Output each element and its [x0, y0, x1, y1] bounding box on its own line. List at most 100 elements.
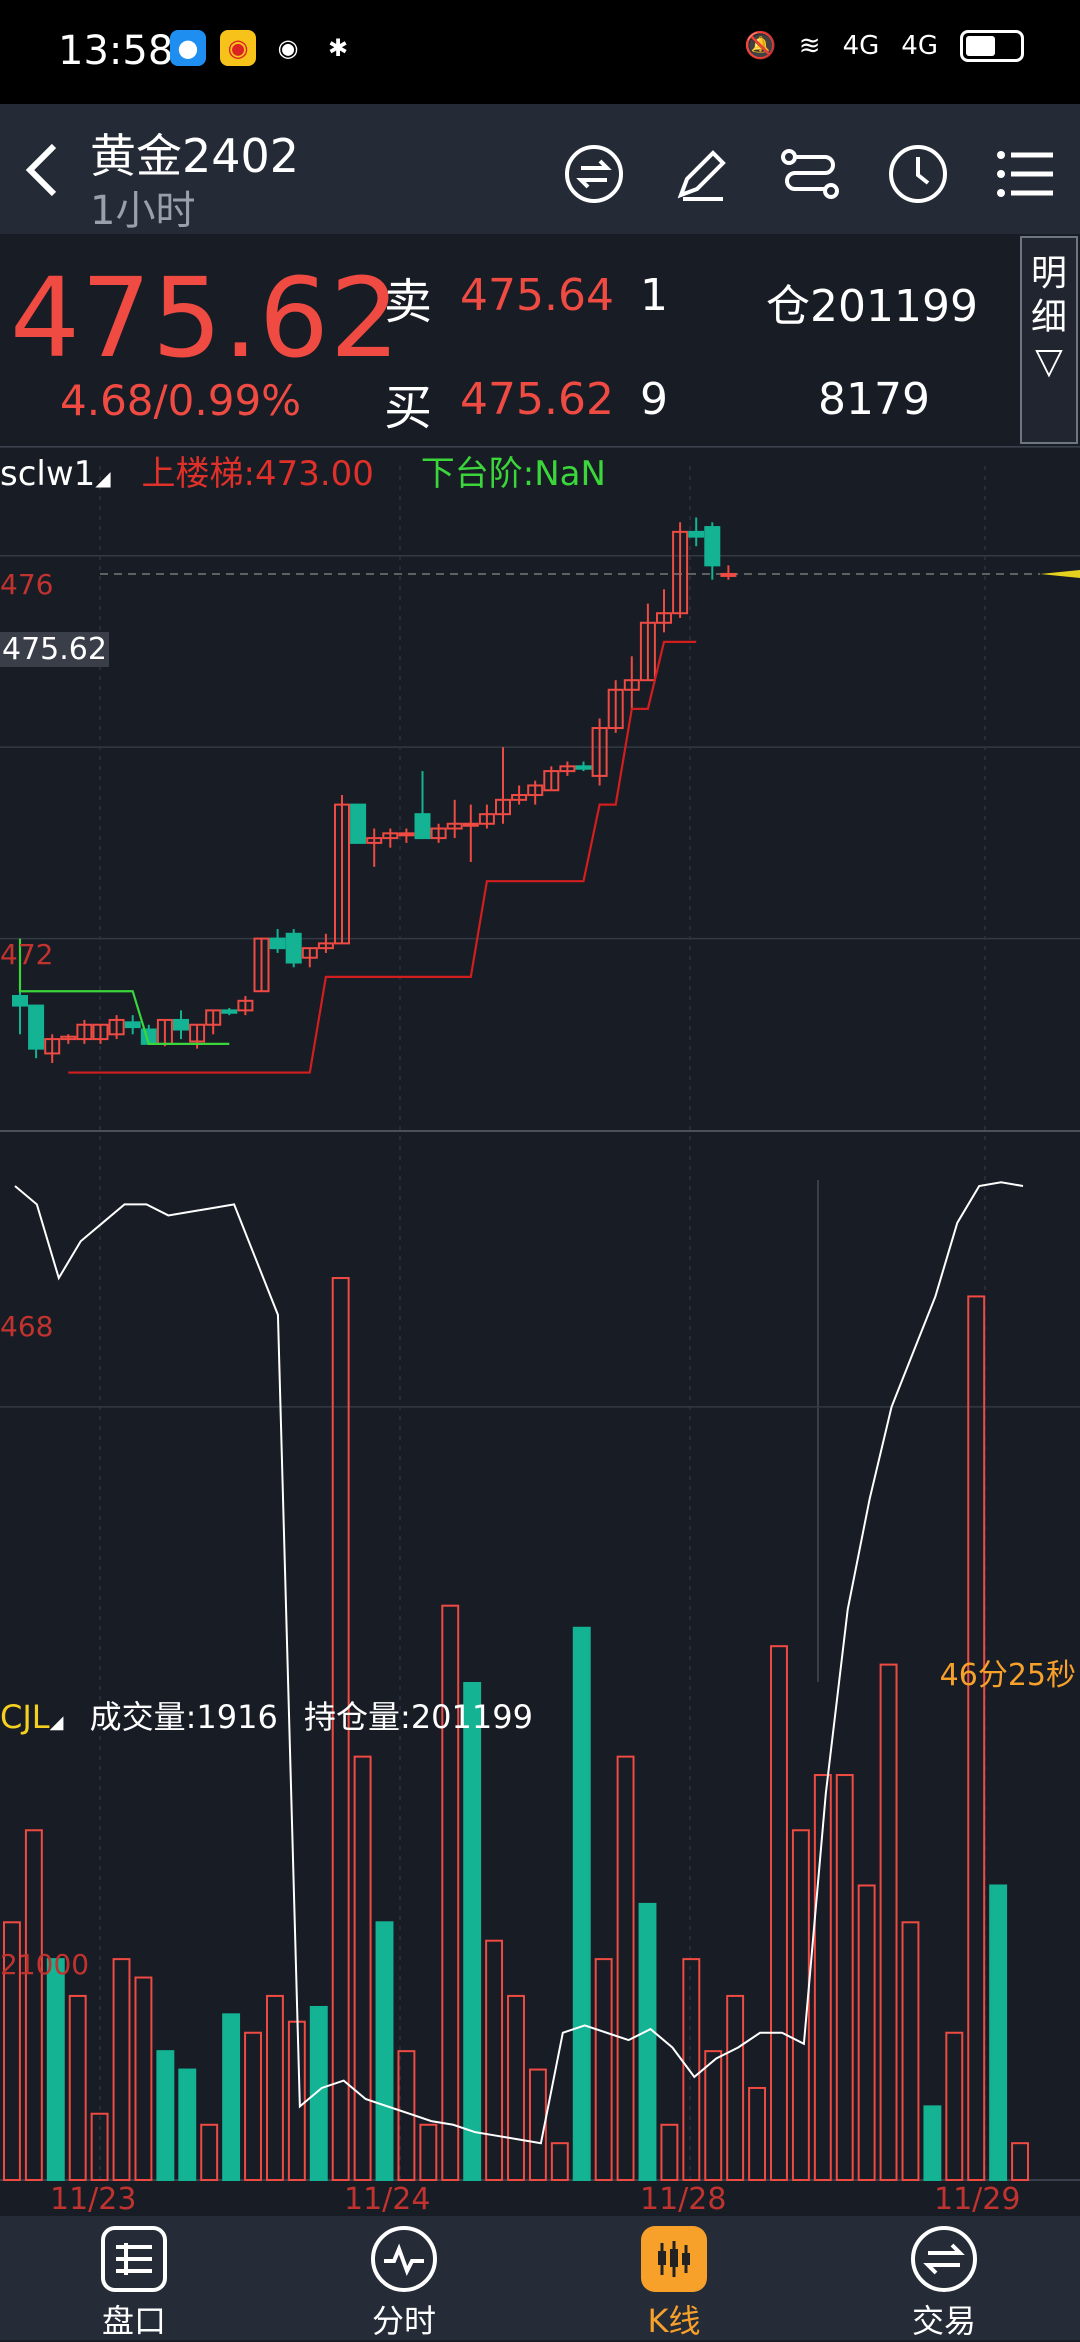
- candle-body: [237, 999, 254, 1012]
- date-label: 11/23: [50, 2182, 137, 2217]
- volume-bar: [704, 2050, 723, 2182]
- volume-bar: [353, 1755, 372, 2181]
- candle-body: [704, 526, 721, 567]
- volume-indicator-bar: CJL◢ 成交量:1916 持仓量:201199: [0, 1698, 533, 1736]
- axis-label-468: 468: [0, 1310, 54, 1343]
- lower-step-line: [18, 938, 230, 1045]
- candle-body: [28, 1004, 45, 1050]
- candle-body: [414, 813, 431, 840]
- sell-qty: 1: [640, 270, 668, 321]
- current-price-arrow: [1040, 569, 1080, 578]
- volume-bar: [46, 1958, 65, 2181]
- volume-bar: [24, 1829, 43, 2182]
- candle-body: [221, 1009, 238, 1014]
- volume-bar: [857, 1884, 876, 2181]
- bluetooth-icon: ✱: [327, 34, 349, 62]
- candle-body: [607, 688, 624, 730]
- buy-price: 475.62: [460, 374, 614, 425]
- volume-bar: [441, 1604, 460, 2181]
- candle-body: [317, 942, 334, 950]
- bar-countdown: 46分25秒: [939, 1658, 1076, 1693]
- candle-body: [350, 803, 367, 844]
- battery-fill: [966, 36, 995, 56]
- period-label[interactable]: 1小时: [90, 188, 196, 234]
- kline-chart[interactable]: [0, 446, 1080, 2216]
- volume-bar: [813, 1774, 832, 2181]
- candle-body: [495, 798, 511, 816]
- clock-icon[interactable]: [886, 142, 950, 206]
- nav-timeshare[interactable]: 分时: [324, 2226, 484, 2342]
- back-button[interactable]: [22, 140, 62, 210]
- candle-body: [92, 1023, 109, 1041]
- volume-bar: [901, 1921, 920, 2181]
- candle-body: [173, 1018, 189, 1031]
- wifi-icon: ≋: [798, 31, 821, 61]
- volume-bar: [309, 2005, 328, 2181]
- volume-bar: [156, 2050, 175, 2182]
- volume-bar: [265, 1994, 284, 2181]
- volume-bar: [967, 1295, 986, 2181]
- volume: 8179: [818, 374, 930, 425]
- candle-body: [446, 822, 463, 830]
- contract-title: 黄金2402: [90, 129, 300, 183]
- sell-price: 475.64: [460, 270, 614, 321]
- volume-bar: [835, 1774, 854, 2181]
- buy-qty: 9: [640, 374, 668, 425]
- candle-body: [672, 530, 689, 615]
- signal-4g-icon: 4G: [842, 31, 880, 61]
- candle-body: [334, 803, 350, 945]
- indicator-bar: sclw1◢ 上楼梯:473.00 下台阶:NaN: [0, 454, 606, 494]
- candle-body: [301, 947, 318, 959]
- volume-bar: [1011, 2142, 1029, 2181]
- volume-bar: [3, 1921, 21, 2181]
- swap-icon[interactable]: [562, 142, 626, 206]
- nav-trade[interactable]: 交易: [864, 2226, 1024, 2342]
- volume-bar: [507, 1994, 525, 2181]
- shield-app-icon: ●: [170, 30, 206, 66]
- signal-4g-icon-2: 4G: [901, 31, 938, 61]
- candle-body: [430, 827, 447, 840]
- volume-bar: [879, 1663, 898, 2182]
- volume-indicator-name[interactable]: CJL: [0, 1698, 50, 1736]
- volume-bar: [989, 1884, 1008, 2181]
- volume-bar: [244, 2031, 262, 2181]
- volume-bar: [660, 2123, 679, 2182]
- nav-kline[interactable]: K线: [594, 2226, 754, 2342]
- volume-bar: [638, 1902, 657, 2182]
- menu-icon[interactable]: [994, 142, 1058, 206]
- volume-bar: [200, 2123, 219, 2182]
- buy-label: 买: [384, 380, 433, 436]
- volume-bar: [550, 2142, 569, 2181]
- route-icon[interactable]: [778, 142, 842, 206]
- nav-order-book[interactable]: 盘口: [54, 2226, 214, 2342]
- battery-icon: [960, 30, 1024, 62]
- candle-body: [60, 1035, 77, 1041]
- draw-icon[interactable]: [670, 142, 734, 206]
- nav-label: 分时: [371, 2302, 436, 2340]
- candle-body: [462, 822, 479, 827]
- volume-bar: [287, 2020, 306, 2181]
- date-label: 11/28: [640, 2182, 727, 2217]
- candle-body: [720, 572, 737, 577]
- indicator-name[interactable]: sclw1: [0, 454, 96, 494]
- axis-label-472: 472: [0, 938, 54, 971]
- price-change: 4.68/0.99%: [60, 376, 302, 425]
- open-interest-line: [14, 1181, 1024, 2145]
- volume-bar: [945, 2031, 964, 2181]
- candle-body: [656, 612, 672, 624]
- upper-step-value: 上楼梯:473.00: [141, 454, 374, 494]
- nav-label: K线: [647, 2302, 701, 2340]
- candle-body: [639, 621, 656, 682]
- volume-bar: [331, 1277, 350, 2181]
- candle-body: [205, 1009, 222, 1026]
- volume-bar: [726, 1994, 745, 2181]
- volume-level-label: 21000: [0, 1948, 90, 1981]
- detail-button[interactable]: 明 细 ▽: [1020, 236, 1078, 444]
- volume-bar: [134, 1976, 153, 2182]
- candle-body: [124, 1021, 141, 1029]
- bottom-nav: 盘口 分时 K线 交易: [0, 2216, 1080, 2340]
- open-interest: 仓201199: [766, 281, 978, 332]
- quote-panel: 475.62 4.68/0.99% 卖 475.64 1 仓201199 买 4…: [0, 234, 1080, 448]
- date-label: 11/29: [934, 2182, 1021, 2217]
- volume-bar: [375, 1921, 394, 2181]
